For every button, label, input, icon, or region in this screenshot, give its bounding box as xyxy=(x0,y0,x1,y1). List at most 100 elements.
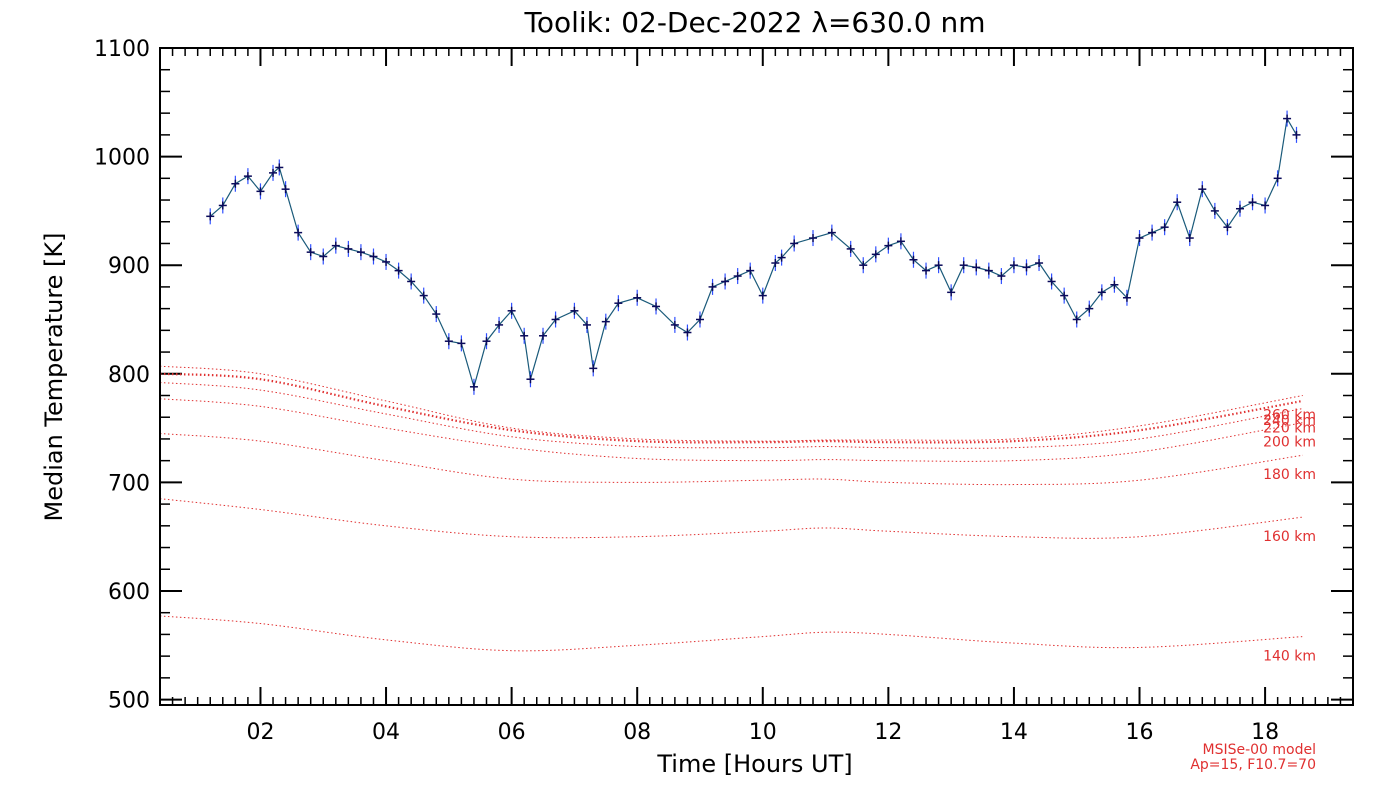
measured-point xyxy=(231,175,240,192)
measured-point xyxy=(1160,219,1169,236)
model-line xyxy=(159,615,1303,652)
measured-point xyxy=(1047,273,1056,290)
axis-ticks xyxy=(159,47,1354,705)
x-tick-label: 10 xyxy=(749,720,777,745)
y-tick-label: 1000 xyxy=(94,146,150,171)
measured-point xyxy=(457,335,466,352)
measured-point xyxy=(670,316,679,333)
measured-point xyxy=(1135,230,1144,247)
tick-labels: 02 04 06 08 10 12 14 16 18 500 600 700 800 900 1000 110… xyxy=(94,37,1279,745)
model-line xyxy=(159,372,1303,444)
measured-point xyxy=(419,287,428,304)
y-tick-label: 1100 xyxy=(94,37,150,62)
measured-point xyxy=(319,248,328,265)
measured-point xyxy=(1110,276,1119,293)
model-line-label: 260 km xyxy=(1263,408,1316,424)
model-line-label: 180 km xyxy=(1263,467,1316,483)
model-line xyxy=(159,433,1303,486)
measured-point xyxy=(947,284,956,301)
x-tick-label: 04 xyxy=(372,720,400,745)
model-line xyxy=(159,398,1303,462)
measured-point xyxy=(771,255,780,272)
model-line-label: 220 km xyxy=(1263,421,1316,437)
measured-point xyxy=(846,240,855,257)
measured-point xyxy=(777,249,786,266)
measured-point xyxy=(972,259,981,276)
chart-title: Toolik: 02-Dec-2022 λ=630.0 nm xyxy=(523,6,985,39)
measured-point xyxy=(1273,170,1282,187)
measured-point xyxy=(909,251,918,268)
measured-point xyxy=(1022,259,1031,276)
measured-point xyxy=(218,197,227,214)
measured-point xyxy=(589,360,598,377)
measured-point xyxy=(746,262,755,279)
measured-point xyxy=(884,237,893,254)
measured-point xyxy=(1097,284,1106,301)
measured-point xyxy=(1122,289,1131,306)
measured-point xyxy=(827,224,836,241)
measured-point xyxy=(1292,126,1301,143)
y-tick-label: 700 xyxy=(108,471,150,496)
measured-point xyxy=(733,268,742,285)
measured-point xyxy=(526,371,535,388)
measured-point xyxy=(495,316,504,333)
measured-point xyxy=(758,287,767,304)
measured-point xyxy=(1072,311,1081,328)
measured-point xyxy=(306,244,315,261)
model-line-label: 140 km xyxy=(1263,649,1316,665)
plot-frame xyxy=(159,47,1354,706)
measured-point xyxy=(206,208,215,225)
x-tick-label: 18 xyxy=(1251,720,1279,745)
measured-point xyxy=(294,224,303,241)
x-tick-label: 02 xyxy=(246,720,274,745)
measured-point xyxy=(369,248,378,265)
model-line-label: 160 km xyxy=(1263,529,1316,545)
model-line-label: 200 km xyxy=(1263,435,1316,451)
measured-point xyxy=(1148,224,1157,241)
x-tick-label: 12 xyxy=(874,720,902,745)
measured-point xyxy=(551,311,560,328)
measured-point xyxy=(382,253,391,270)
measured-point xyxy=(809,230,818,247)
measured-point xyxy=(1185,230,1194,247)
measured-point xyxy=(790,235,799,252)
measured-point xyxy=(507,302,516,319)
model-line xyxy=(159,498,1303,539)
measured-point xyxy=(1283,110,1292,127)
measured-point xyxy=(269,164,278,181)
model-line xyxy=(159,365,1303,442)
measured-point xyxy=(934,257,943,274)
measured-point xyxy=(721,273,730,290)
model-note-line1: MSISe-00 model xyxy=(1202,742,1316,758)
measured-point xyxy=(601,313,610,330)
measured-point xyxy=(394,262,403,279)
measured-point xyxy=(871,246,880,263)
measured-point xyxy=(243,168,252,185)
measured-point xyxy=(1085,300,1094,317)
model-line-label: 240 km xyxy=(1263,413,1316,429)
x-axis-label: Time [Hours UT] xyxy=(656,750,852,778)
measured-point xyxy=(614,295,623,312)
measured-point xyxy=(432,306,441,323)
y-tick-label: 600 xyxy=(108,580,150,605)
y-axis-label: Median Temperature [K] xyxy=(40,232,68,521)
measured-series xyxy=(206,110,1301,395)
measured-point xyxy=(281,181,290,198)
model-line xyxy=(159,381,1303,449)
measured-point xyxy=(633,289,642,306)
measured-point xyxy=(1235,200,1244,217)
measured-point xyxy=(1223,219,1232,236)
measured-point xyxy=(1009,257,1018,274)
y-tick-label: 800 xyxy=(108,363,150,388)
measured-point xyxy=(984,262,993,279)
measured-point xyxy=(708,278,717,295)
measured-point xyxy=(683,324,692,341)
x-tick-label: 16 xyxy=(1126,720,1154,745)
measured-point xyxy=(695,311,704,328)
measured-point xyxy=(256,183,265,200)
measured-point xyxy=(652,298,661,315)
measured-point xyxy=(356,244,365,261)
measured-point xyxy=(331,237,340,254)
